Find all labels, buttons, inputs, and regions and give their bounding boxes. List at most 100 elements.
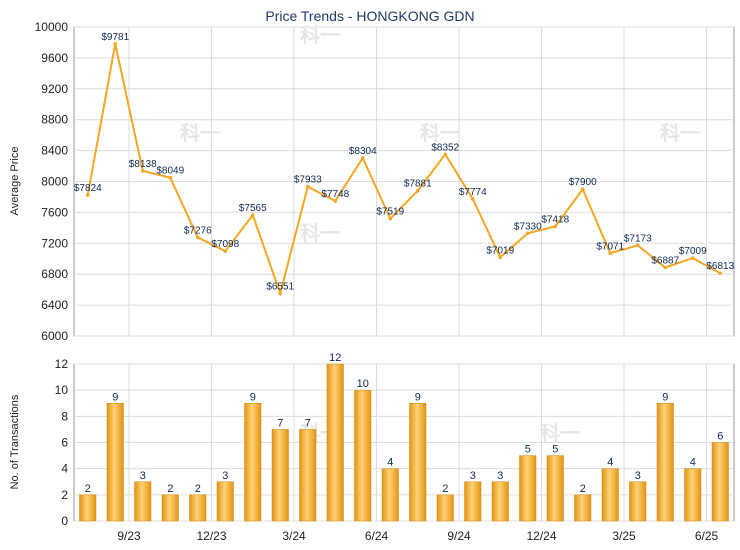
average-price-data-label: $7071 <box>596 241 624 252</box>
transactions-data-label: 5 <box>552 444 558 456</box>
average-price-data-label: $7774 <box>459 187 487 198</box>
transactions-data-label: 2 <box>195 483 201 495</box>
average-price-data-label: $7019 <box>486 245 514 256</box>
transactions-bar <box>106 403 124 522</box>
transactions-bar <box>134 481 152 522</box>
transactions-y-tick-label: 10 <box>55 383 69 397</box>
transactions-bar <box>464 481 482 522</box>
average-price-data-label: $7276 <box>184 225 212 236</box>
average-price-data-label: $7565 <box>239 203 267 214</box>
transactions-data-label: 9 <box>415 391 421 403</box>
average-price-data-label: $7009 <box>679 246 707 257</box>
transactions-bar <box>711 442 729 522</box>
average-price-point <box>608 251 613 256</box>
average-price-point <box>718 271 723 275</box>
watermark-text: 科一 <box>300 23 340 47</box>
average-price-data-label: $7881 <box>404 179 432 190</box>
average-price-data-label: $6887 <box>651 255 679 266</box>
transactions-bar <box>546 455 564 522</box>
transactions-bar <box>381 468 399 522</box>
transactions-data-label: 3 <box>497 470 503 482</box>
average-price-point <box>525 231 530 236</box>
average-price-y-tick-label: 8000 <box>41 175 68 189</box>
watermark-text: 科一 <box>540 421 580 445</box>
x-tick-label: 12/23 <box>196 529 226 543</box>
transactions-axis-label: No. of Transactions <box>9 394 21 489</box>
average-price-point <box>113 42 118 46</box>
transactions-data-label: 6 <box>717 431 723 443</box>
transactions-data-label: 4 <box>387 457 393 469</box>
average-price-point <box>85 193 90 197</box>
transactions-bar <box>656 403 674 522</box>
transactions-bar <box>271 429 289 522</box>
average-price-data-label: $8138 <box>129 159 157 170</box>
watermark-text: 科一 <box>420 121 460 145</box>
average-price-data-label: $6813 <box>706 261 734 272</box>
transactions-data-label: 3 <box>470 470 476 482</box>
transactions-bar <box>436 494 454 522</box>
x-tick-label: 12/24 <box>526 529 556 543</box>
average-price-point <box>663 265 668 270</box>
transactions-bar <box>354 389 372 522</box>
x-axis-ticks: 9/23 12/23 3/24 6/24 9/24 12/24 3/25 6/25 <box>117 529 718 543</box>
average-price-point <box>470 197 475 201</box>
transactions-data-label: 7 <box>277 417 283 429</box>
average-price-data-label: $7933 <box>294 175 322 186</box>
average-price-point <box>223 249 228 253</box>
average-price-data-label: $7098 <box>211 239 239 250</box>
average-price-data-label: $7173 <box>624 233 652 244</box>
transactions-y-tick-label: 4 <box>61 462 68 476</box>
transactions-bar <box>684 468 702 522</box>
average-price-y-tick-label: 8800 <box>41 113 68 127</box>
transactions-data-label: 2 <box>85 483 91 495</box>
x-tick-label: 6/24 <box>365 529 389 543</box>
average-price-point <box>195 235 200 240</box>
transactions-bar <box>326 363 344 522</box>
transactions-bar <box>629 481 647 522</box>
average-price-point <box>690 256 695 260</box>
transactions-data-label: 7 <box>305 417 311 429</box>
average-price-y-tick-label: 6000 <box>41 329 68 343</box>
average-price-data-label: $7900 <box>569 177 597 188</box>
transactions-bar <box>216 481 234 522</box>
transactions-data-label: 9 <box>662 391 668 403</box>
transactions-data-label: 9 <box>250 391 256 403</box>
transactions-bar <box>409 403 427 522</box>
x-tick-label: 9/24 <box>447 529 471 543</box>
transactions-bar <box>601 468 619 522</box>
transactions-bar <box>244 403 262 522</box>
average-price-y-tick-label: 6800 <box>41 267 68 281</box>
x-tick-label: 9/23 <box>117 529 141 543</box>
average-price-data-label: $7418 <box>541 214 569 225</box>
watermark-text: 科一 <box>300 221 340 245</box>
average-price-data-label: $7330 <box>514 221 542 232</box>
average-price-y-tick-label: 7600 <box>41 205 68 219</box>
chart-title: Price Trends - HONGKONG GDN <box>265 8 474 24</box>
watermark-text: 科一 <box>180 121 220 145</box>
average-price-data-label: $7824 <box>74 183 102 194</box>
average-price-data-label: $8304 <box>349 146 377 157</box>
transactions-data-label: 4 <box>690 457 696 469</box>
transactions-data-label: 9 <box>112 391 118 403</box>
average-price-point <box>250 213 255 217</box>
x-tick-label: 3/24 <box>282 529 306 543</box>
watermark-text: 科一 <box>660 121 700 145</box>
transactions-data-label: 2 <box>167 483 173 495</box>
transactions-data-label: 2 <box>580 483 586 495</box>
transactions-bar <box>574 494 592 522</box>
average-price-y-tick-label: 10000 <box>35 20 69 34</box>
transactions-data-label: 4 <box>607 457 613 469</box>
average-price-point <box>443 152 448 157</box>
average-price-y-ticks: 6000 6400 6800 7200 7600 8000 8400 8800 9200 9600… <box>35 20 69 343</box>
transactions-y-ticks: 0 2 4 6 8 10 12 <box>55 357 69 528</box>
average-price-point <box>168 175 173 180</box>
transactions-data-label: 3 <box>140 470 146 482</box>
transactions-y-tick-label: 6 <box>61 436 68 450</box>
transactions-data-label: 10 <box>357 378 369 390</box>
average-price-y-tick-label: 9600 <box>41 51 68 65</box>
transactions-data-label: 2 <box>442 483 448 495</box>
average-price-data-label: $7748 <box>321 189 349 200</box>
